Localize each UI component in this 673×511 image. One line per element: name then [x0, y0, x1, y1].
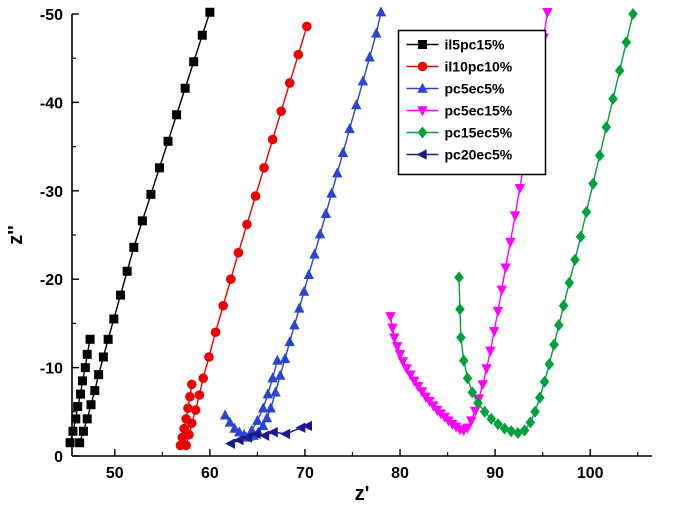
- legend-label: pc20ec5%: [445, 147, 513, 163]
- legend-item: pc20ec5%: [406, 147, 513, 163]
- legend-label: pc15ec5%: [445, 125, 513, 141]
- legend-item: il5pc15%: [406, 37, 505, 53]
- legend-item: pc5ec15%: [406, 103, 513, 119]
- y-tick-label: -50: [40, 7, 63, 24]
- series-pc5ec5%: [219, 6, 387, 442]
- x-tick-label: 60: [201, 465, 219, 482]
- x-tick-label: 80: [391, 465, 409, 482]
- series-il5pc15%: [65, 7, 215, 448]
- plot-area: [65, 6, 638, 451]
- y-tick-label: 0: [54, 449, 63, 466]
- legend-label: pc5ec5%: [445, 81, 505, 97]
- legend: il5pc15% il10pc10% pc5ec5% pc5ec15% pc15ec5%…: [397, 29, 547, 176]
- legend-label: pc5ec15%: [445, 103, 513, 119]
- x-tick-label: 70: [296, 465, 314, 482]
- x-axis-title: z': [355, 483, 370, 505]
- axes: 50 60 70 80 90 100 0 -10 -20 -30 -40 -50 z' z'': [5, 7, 652, 505]
- x-tick-label: 90: [486, 465, 504, 482]
- series-pc15ec5%: [454, 8, 638, 440]
- series-il10pc10%: [175, 21, 312, 451]
- x-tick-label: 50: [106, 465, 124, 482]
- x-tick-label: 100: [577, 465, 604, 482]
- legend-label: il5pc15%: [445, 37, 505, 53]
- legend-item: pc5ec5%: [406, 81, 505, 97]
- legend-label: il10pc10%: [445, 59, 513, 75]
- y-tick-label: -20: [40, 272, 63, 289]
- y-tick-label: -40: [40, 95, 63, 112]
- y-axis-title: z'': [5, 225, 27, 245]
- y-tick-label: -30: [40, 184, 63, 201]
- series-pc5ec15%: [385, 8, 553, 437]
- y-tick-label: -10: [40, 361, 63, 378]
- series-pc20ec5%: [224, 420, 313, 449]
- legend-item: pc15ec5%: [406, 125, 513, 141]
- legend-box: [397, 29, 547, 176]
- legend-item: il10pc10%: [406, 59, 513, 75]
